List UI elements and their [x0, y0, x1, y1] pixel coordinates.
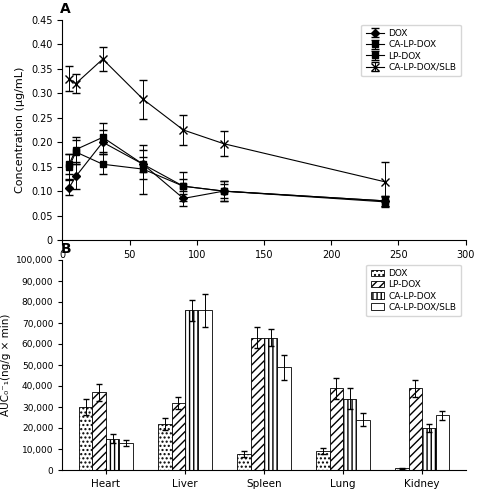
Bar: [93, 392, 106, 470]
Bar: [277, 367, 291, 470]
Bar: [357, 420, 370, 470]
Bar: [251, 338, 264, 470]
Bar: [158, 424, 171, 470]
Bar: [408, 388, 422, 470]
Bar: [106, 438, 120, 470]
Bar: [171, 403, 185, 470]
Bar: [185, 310, 198, 470]
Bar: [435, 416, 449, 470]
Y-axis label: AUC₀⁻₁(ng/g × min): AUC₀⁻₁(ng/g × min): [0, 314, 11, 416]
Bar: [79, 407, 93, 470]
Bar: [198, 310, 212, 470]
X-axis label: Time (minutes): Time (minutes): [222, 266, 306, 276]
Bar: [422, 428, 435, 470]
Text: A: A: [60, 2, 71, 16]
Legend: DOX, CA-LP-DOX, LP-DOX, CA-LP-DOX/SLB: DOX, CA-LP-DOX, LP-DOX, CA-LP-DOX/SLB: [361, 24, 461, 76]
Bar: [330, 388, 343, 470]
Text: B: B: [60, 242, 71, 256]
Bar: [264, 338, 277, 470]
Legend: DOX, LP-DOX, CA-LP-DOX, CA-LP-DOX/SLB: DOX, LP-DOX, CA-LP-DOX, CA-LP-DOX/SLB: [366, 264, 461, 316]
Bar: [237, 454, 251, 470]
Bar: [343, 398, 357, 470]
Bar: [316, 451, 330, 470]
Bar: [120, 442, 133, 470]
Y-axis label: Concentration (μg/mL): Concentration (μg/mL): [15, 67, 25, 193]
Bar: [395, 468, 408, 470]
